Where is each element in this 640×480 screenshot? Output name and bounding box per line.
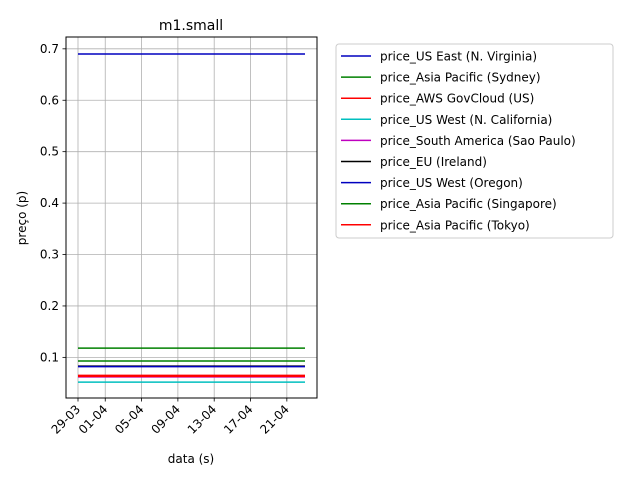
x-tick-label: 13-04: [185, 402, 220, 437]
plot-frame: [65, 36, 318, 399]
x-tick-label: 21-04: [257, 402, 292, 437]
legend-label: price_AWS GovCloud (US): [380, 92, 534, 106]
legend-label: price_EU (Ireland): [380, 155, 487, 169]
legend-label: price_US East (N. Virginia): [380, 50, 537, 64]
chart-title: m1.small: [159, 18, 223, 34]
legend-label: price_US West (N. California): [380, 113, 552, 127]
y-axis-label: preço (p): [15, 191, 29, 245]
grid: [66, 37, 317, 398]
legend-label: price_US West (Oregon): [380, 176, 523, 190]
x-tick-label: 01-04: [76, 402, 111, 437]
legend: price_US East (N. Virginia) price_Asia Pa…: [335, 43, 614, 239]
y-tick-label: 0.4: [40, 196, 59, 210]
y-tick-label: 0.3: [40, 248, 59, 262]
legend-label: price_Asia Pacific (Singapore): [380, 197, 557, 211]
y-axis-ticks: 0.1 0.2 0.3 0.4 0.5 0.6 0.7: [40, 42, 66, 364]
legend-label: price_South America (Sao Paulo): [380, 134, 576, 148]
x-tick-label: 05-04: [112, 402, 147, 437]
y-tick-label: 0.6: [40, 93, 59, 107]
legend-label: price_Asia Pacific (Tokyo): [380, 218, 530, 232]
y-tick-label: 0.7: [40, 42, 59, 56]
legend-label: price_Asia Pacific (Sydney): [380, 71, 541, 85]
legend-frame: [335, 43, 614, 239]
x-axis-label: data (s): [168, 452, 214, 466]
series-lines: [78, 53, 305, 383]
y-tick-label: 0.1: [40, 350, 59, 364]
y-tick-label: 0.5: [40, 145, 59, 159]
x-tick-label: 29-03: [49, 402, 84, 437]
x-tick-label: 17-04: [221, 402, 256, 437]
x-tick-label: 09-04: [148, 402, 183, 437]
y-tick-label: 0.2: [40, 299, 59, 313]
